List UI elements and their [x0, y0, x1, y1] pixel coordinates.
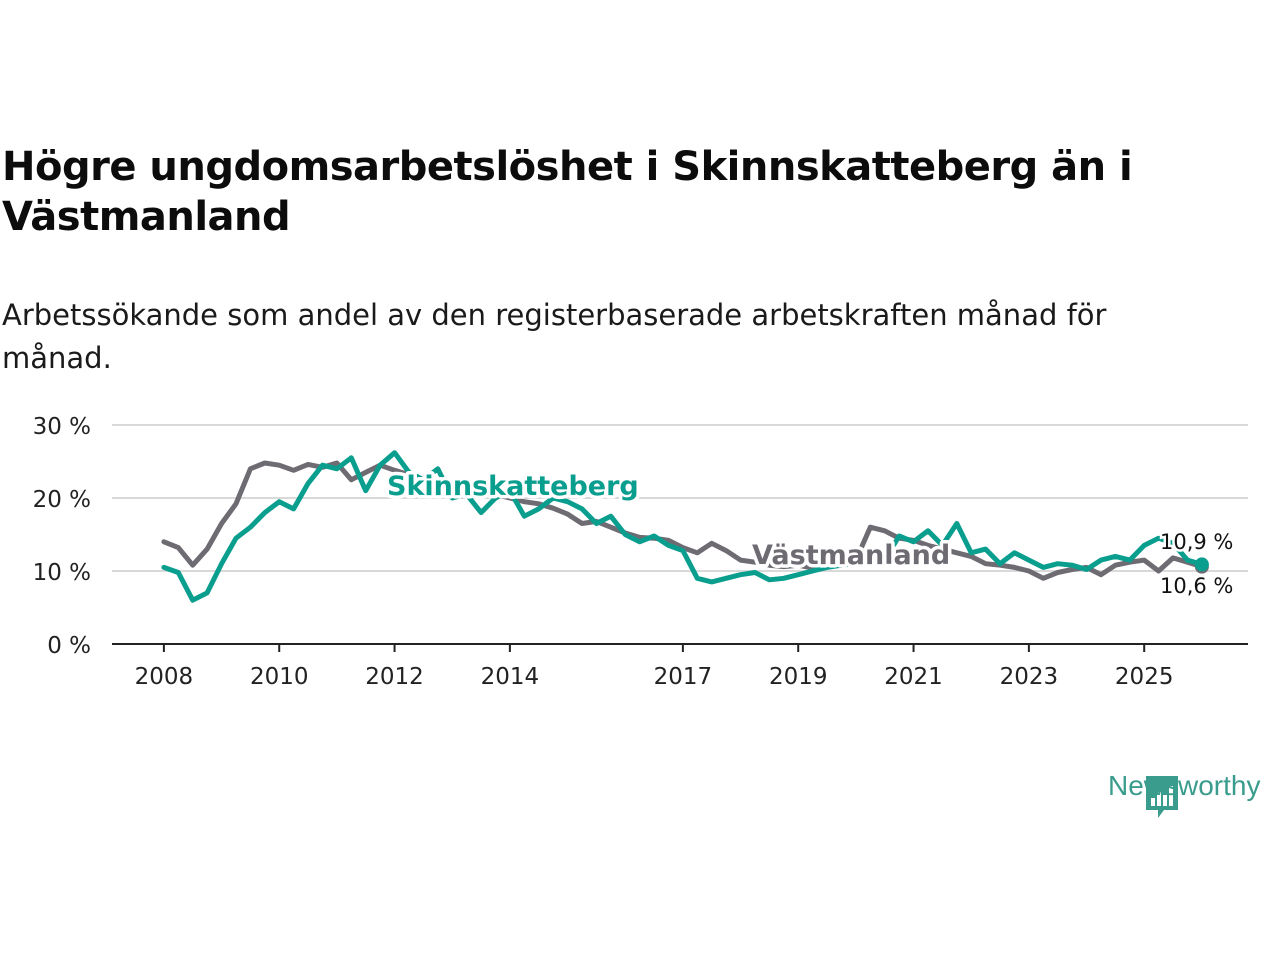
x-tick-label: 2019	[769, 664, 828, 690]
x-tick-label: 2023	[1000, 664, 1059, 690]
chart-subtitle: Arbetssökande som andel av den registerb…	[2, 298, 1107, 375]
bar-chart-bubble-icon	[1146, 776, 1178, 818]
x-tick-label: 2012	[365, 664, 424, 690]
x-tick-label: 2025	[1115, 664, 1174, 690]
y-tick-label: 20 %	[33, 487, 91, 513]
end-label-skinnskatteberg: 10,9 %	[1160, 530, 1233, 554]
x-tick-label: 2008	[135, 664, 194, 690]
series-line-västmanland	[161, 460, 1205, 581]
y-tick-label: 10 %	[33, 560, 91, 586]
end-point-skinnskatteberg	[1194, 557, 1209, 572]
x-tick-label: 2017	[654, 664, 713, 690]
series-label-vastmanland: Västmanland	[752, 540, 950, 571]
brand-name: Newsworthy	[1108, 770, 1261, 801]
series-label-skinnskatteberg: Skinnskatteberg	[387, 471, 639, 502]
chart-title: Högre ungdomsarbetslöshet i Skinnskatteb…	[2, 144, 1133, 240]
y-tick-label: 0 %	[47, 633, 91, 659]
line-chart: 0 % 10 % 20 % 30 % 2008 2010 2012 2014 2017 2019 2…	[33, 414, 1248, 690]
series-line-skinnskatteberg	[161, 450, 1205, 603]
x-tick-label: 2010	[250, 664, 309, 690]
y-tick-label: 30 %	[33, 414, 91, 440]
newsworthy-logo	[1146, 776, 1178, 818]
end-label-vastmanland: 10,6 %	[1160, 574, 1233, 598]
x-tick-label: 2014	[481, 664, 540, 690]
x-tick-label: 2021	[884, 664, 943, 690]
